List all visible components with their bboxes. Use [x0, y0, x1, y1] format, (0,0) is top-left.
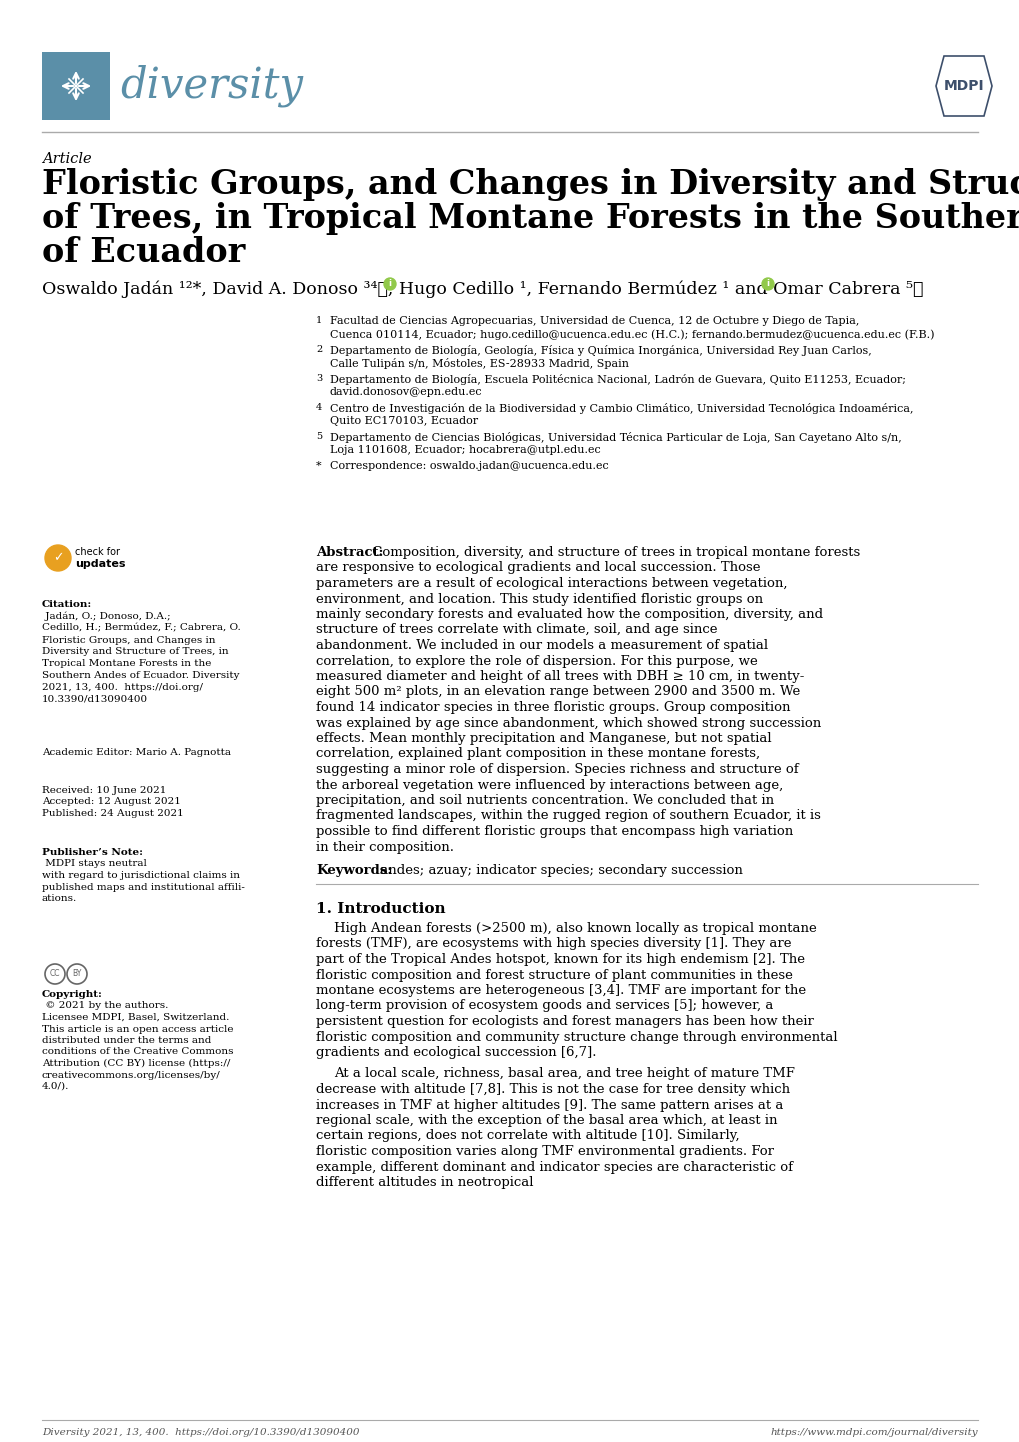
- Text: check for: check for: [75, 547, 120, 557]
- Text: Copyright:: Copyright:: [42, 991, 103, 999]
- Text: Correspondence: oswaldo.jadan@ucuenca.edu.ec: Correspondence: oswaldo.jadan@ucuenca.ed…: [330, 461, 608, 472]
- Text: CC: CC: [50, 969, 60, 979]
- Text: parameters are a result of ecological interactions between vegetation,: parameters are a result of ecological in…: [316, 577, 787, 590]
- Text: High Andean forests (>2500 m), also known locally as tropical montane: High Andean forests (>2500 m), also know…: [333, 921, 816, 934]
- Text: increases in TMF at higher altitudes [9]. The same pattern arises at a: increases in TMF at higher altitudes [9]…: [316, 1099, 783, 1112]
- Text: environment, and location. This study identified floristic groups on: environment, and location. This study id…: [316, 593, 762, 606]
- Text: Licensee MDPI, Basel, Switzerland.: Licensee MDPI, Basel, Switzerland.: [42, 1012, 229, 1022]
- Text: the arboreal vegetation were influenced by interactions between age,: the arboreal vegetation were influenced …: [316, 779, 783, 792]
- Text: updates: updates: [75, 559, 125, 570]
- Text: possible to find different floristic groups that encompass high variation: possible to find different floristic gro…: [316, 825, 793, 838]
- Text: floristic composition and community structure change through environmental: floristic composition and community stru…: [316, 1031, 837, 1044]
- Text: 5: 5: [316, 433, 322, 441]
- Text: Calle Tulipán s/n, Móstoles, ES-28933 Madrid, Spain: Calle Tulipán s/n, Móstoles, ES-28933 Ma…: [330, 358, 629, 369]
- Text: Accepted: 12 August 2021: Accepted: 12 August 2021: [42, 797, 180, 806]
- Text: *: *: [316, 461, 321, 472]
- Text: Publisher’s Note:: Publisher’s Note:: [42, 848, 143, 857]
- Text: structure of trees correlate with climate, soil, and age since: structure of trees correlate with climat…: [316, 623, 716, 636]
- Text: 1: 1: [316, 316, 322, 324]
- Text: Cuenca 010114, Ecuador; hugo.cedillo@ucuenca.edu.ec (H.C.); fernando.bermudez@uc: Cuenca 010114, Ecuador; hugo.cedillo@ucu…: [330, 329, 933, 339]
- Text: abandonment. We included in our models a measurement of spatial: abandonment. We included in our models a…: [316, 639, 767, 652]
- Text: in their composition.: in their composition.: [316, 841, 453, 854]
- Text: Citation:: Citation:: [42, 600, 92, 609]
- Text: gradients and ecological succession [6,7].: gradients and ecological succession [6,7…: [316, 1045, 596, 1058]
- Text: suggesting a minor role of dispersion. Species richness and structure of: suggesting a minor role of dispersion. S…: [316, 763, 798, 776]
- Polygon shape: [935, 56, 991, 115]
- Text: correlation, to explore the role of dispersion. For this purpose, we: correlation, to explore the role of disp…: [316, 655, 757, 668]
- Text: creativecommons.org/licenses/by/: creativecommons.org/licenses/by/: [42, 1070, 220, 1080]
- Text: precipitation, and soil nutrients concentration. We concluded that in: precipitation, and soil nutrients concen…: [316, 795, 773, 808]
- Circle shape: [45, 545, 71, 571]
- Text: Quito EC170103, Ecuador: Quito EC170103, Ecuador: [330, 415, 478, 425]
- Text: was explained by age since abandonment, which showed strong succession: was explained by age since abandonment, …: [316, 717, 820, 730]
- Text: published maps and institutional affili-: published maps and institutional affili-: [42, 883, 245, 891]
- Text: forests (TMF), are ecosystems with high species diversity [1]. They are: forests (TMF), are ecosystems with high …: [316, 937, 791, 950]
- Text: distributed under the terms and: distributed under the terms and: [42, 1035, 211, 1045]
- Text: mainly secondary forests and evaluated how the composition, diversity, and: mainly secondary forests and evaluated h…: [316, 609, 822, 622]
- Text: MDPI stays neutral: MDPI stays neutral: [42, 859, 147, 868]
- Text: 4.0/).: 4.0/).: [42, 1082, 69, 1092]
- Text: persistent question for ecologists and forest managers has been how their: persistent question for ecologists and f…: [316, 1015, 813, 1028]
- Text: At a local scale, richness, basal area, and tree height of mature TMF: At a local scale, richness, basal area, …: [333, 1067, 794, 1080]
- Text: eight 500 m² plots, in an elevation range between 2900 and 3500 m. We: eight 500 m² plots, in an elevation rang…: [316, 685, 800, 698]
- Text: Jadán, O.; Donoso, D.A.;
Cedillo, H.; Bermúdez, F.; Cabrera, O.
Floristic Groups: Jadán, O.; Donoso, D.A.; Cedillo, H.; Be…: [42, 611, 240, 704]
- Text: https://www.mdpi.com/journal/diversity: https://www.mdpi.com/journal/diversity: [769, 1428, 977, 1438]
- Text: andes; azuay; indicator species; secondary succession: andes; azuay; indicator species; seconda…: [376, 864, 742, 877]
- Text: i: i: [765, 280, 768, 288]
- Text: Facultad de Ciencias Agropecuarias, Universidad de Cuenca, 12 de Octubre y Diego: Facultad de Ciencias Agropecuarias, Univ…: [330, 316, 859, 326]
- Text: long-term provision of ecosystem goods and services [5]; however, a: long-term provision of ecosystem goods a…: [316, 999, 772, 1012]
- Text: fragmented landscapes, within the rugged region of southern Ecuador, it is: fragmented landscapes, within the rugged…: [316, 809, 820, 822]
- Text: Received: 10 June 2021: Received: 10 June 2021: [42, 786, 166, 795]
- Text: MDPI: MDPI: [943, 79, 983, 92]
- Text: Attribution (CC BY) license (https://: Attribution (CC BY) license (https://: [42, 1058, 230, 1069]
- Text: david.donosov@epn.edu.ec: david.donosov@epn.edu.ec: [330, 386, 482, 397]
- Text: This article is an open access article: This article is an open access article: [42, 1024, 233, 1034]
- Text: effects. Mean monthly precipitation and Manganese, but not spatial: effects. Mean monthly precipitation and …: [316, 733, 770, 746]
- FancyBboxPatch shape: [42, 52, 110, 120]
- Text: ations.: ations.: [42, 894, 77, 903]
- Text: Oswaldo Jadán ¹²*, David A. Donoso ³⁴ⓘ, Hugo Cedillo ¹, Fernando Bermúdez ¹ and : Oswaldo Jadán ¹²*, David A. Donoso ³⁴ⓘ, …: [42, 280, 922, 297]
- Text: found 14 indicator species in three floristic groups. Group composition: found 14 indicator species in three flor…: [316, 701, 790, 714]
- Text: Academic Editor: Mario A. Pagnotta: Academic Editor: Mario A. Pagnotta: [42, 748, 230, 757]
- Text: decrease with altitude [7,8]. This is not the case for tree density which: decrease with altitude [7,8]. This is no…: [316, 1083, 790, 1096]
- Text: Centro de Investigación de la Biodiversidad y Cambio Climático, Universidad Tecn: Centro de Investigación de la Biodiversi…: [330, 402, 913, 414]
- Text: BY: BY: [72, 969, 82, 979]
- Text: of Trees, in Tropical Montane Forests in the Southern Andes: of Trees, in Tropical Montane Forests in…: [42, 202, 1019, 235]
- Circle shape: [383, 278, 395, 290]
- Text: different altitudes in neotropical: different altitudes in neotropical: [316, 1177, 533, 1190]
- Text: 2: 2: [316, 345, 322, 353]
- Text: Departamento de Biología, Escuela Politécnica Nacional, Ladrón de Guevara, Quito: Departamento de Biología, Escuela Polité…: [330, 373, 905, 385]
- Text: i: i: [388, 280, 391, 288]
- Text: Keywords:: Keywords:: [316, 864, 392, 877]
- Text: Article: Article: [42, 151, 92, 166]
- Text: Composition, diversity, and structure of trees in tropical montane forests: Composition, diversity, and structure of…: [368, 547, 859, 559]
- Text: floristic composition and forest structure of plant communities in these: floristic composition and forest structu…: [316, 969, 792, 982]
- Text: part of the Tropical Andes hotspot, known for its high endemism [2]. The: part of the Tropical Andes hotspot, know…: [316, 953, 804, 966]
- Text: of Ecuador: of Ecuador: [42, 236, 245, 270]
- Text: are responsive to ecological gradients and local succession. Those: are responsive to ecological gradients a…: [316, 561, 760, 574]
- Text: Floristic Groups, and Changes in Diversity and Structure: Floristic Groups, and Changes in Diversi…: [42, 169, 1019, 200]
- Text: Loja 1101608, Ecuador; hocabrera@utpl.edu.ec: Loja 1101608, Ecuador; hocabrera@utpl.ed…: [330, 446, 600, 456]
- Text: Abstract:: Abstract:: [316, 547, 383, 559]
- Text: correlation, explained plant composition in these montane forests,: correlation, explained plant composition…: [316, 747, 759, 760]
- Text: 1. Introduction: 1. Introduction: [316, 903, 445, 916]
- Text: Diversity 2021, 13, 400.  https://doi.org/10.3390/d13090400: Diversity 2021, 13, 400. https://doi.org…: [42, 1428, 359, 1438]
- Text: floristic composition varies along TMF environmental gradients. For: floristic composition varies along TMF e…: [316, 1145, 773, 1158]
- Text: Departamento de Biología, Geología, Física y Química Inorgánica, Universidad Rey: Departamento de Biología, Geología, Físi…: [330, 345, 871, 356]
- Circle shape: [761, 278, 773, 290]
- Text: certain regions, does not correlate with altitude [10]. Similarly,: certain regions, does not correlate with…: [316, 1129, 739, 1142]
- Text: conditions of the Creative Commons: conditions of the Creative Commons: [42, 1047, 233, 1057]
- Text: montane ecosystems are heterogeneous [3,4]. TMF are important for the: montane ecosystems are heterogeneous [3,…: [316, 983, 805, 996]
- Text: Departamento de Ciencias Biológicas, Universidad Técnica Particular de Loja, San: Departamento de Ciencias Biológicas, Uni…: [330, 433, 901, 443]
- Text: © 2021 by the authors.: © 2021 by the authors.: [42, 1002, 168, 1011]
- Text: ✓: ✓: [53, 551, 63, 564]
- Text: example, different dominant and indicator species are characteristic of: example, different dominant and indicato…: [316, 1161, 792, 1174]
- Text: 3: 3: [316, 373, 322, 384]
- Text: regional scale, with the exception of the basal area which, at least in: regional scale, with the exception of th…: [316, 1115, 776, 1128]
- Text: Published: 24 August 2021: Published: 24 August 2021: [42, 809, 183, 818]
- Text: 4: 4: [316, 402, 322, 412]
- Text: diversity: diversity: [120, 65, 303, 107]
- Text: with regard to jurisdictional claims in: with regard to jurisdictional claims in: [42, 871, 239, 880]
- Text: measured diameter and height of all trees with DBH ≥ 10 cm, in twenty-: measured diameter and height of all tree…: [316, 671, 804, 684]
